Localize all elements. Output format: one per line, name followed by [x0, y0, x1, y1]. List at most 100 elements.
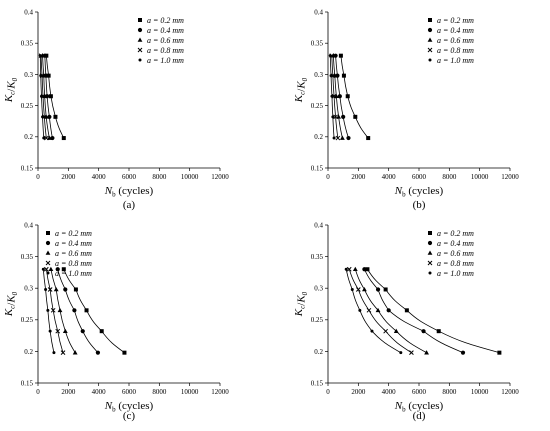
data-point-circle [47, 114, 52, 119]
data-point-dot [370, 329, 374, 333]
legend-entry: a = 0.6 mm [55, 249, 92, 258]
x-tick-label: 10000 [471, 173, 489, 181]
series-curve-3 [50, 269, 76, 353]
y-tick-label: 0.25 [311, 316, 324, 324]
data-point-dot [331, 115, 335, 119]
y-tick-label: 0.25 [21, 102, 34, 110]
legend-entry: a = 0.4 mm [437, 239, 474, 248]
legend-entry: a = 0.2 mm [55, 229, 92, 238]
legend-marker-square [46, 231, 50, 235]
x-tick-label: 8000 [442, 173, 457, 181]
panel-label: (c) [123, 410, 136, 422]
data-point-triangle [336, 114, 342, 119]
x-tick-label: 0 [326, 388, 330, 396]
data-point-square [53, 114, 58, 119]
y-axis-label: Kc/K0 [293, 291, 309, 317]
y-tick-label: 0.3 [24, 285, 33, 293]
data-point-dot [332, 136, 336, 140]
x-tick-label: 6000 [412, 173, 427, 181]
data-point-dot [48, 329, 52, 333]
y-tick-label: 0.3 [314, 71, 323, 79]
data-point-triangle [48, 266, 54, 272]
legend-marker-triangle [137, 37, 143, 42]
data-point-dot [38, 54, 42, 58]
x-tick-label: 4000 [92, 173, 107, 181]
data-point-cross [43, 266, 49, 272]
x-tick-label: 10000 [471, 388, 489, 396]
legend-entry: a = 0.2 mm [437, 16, 474, 25]
data-point-triangle [352, 266, 358, 272]
y-tick-label: 0.25 [311, 102, 324, 110]
legend-entry: a = 0.6 mm [147, 36, 184, 45]
data-point-triangle [62, 328, 68, 333]
data-point-triangle [375, 307, 381, 313]
legend-entry: a = 1.0 mm [147, 56, 184, 65]
data-point-square [46, 73, 51, 78]
data-point-dot [42, 136, 46, 140]
x-tick-label: 10000 [181, 173, 199, 181]
data-point-square [99, 329, 104, 334]
data-point-circle [346, 135, 351, 141]
y-tick-label: 0.35 [21, 253, 34, 261]
data-point-square [338, 53, 343, 58]
legend-marker-square [138, 18, 142, 22]
y-tick-label: 0.3 [24, 71, 33, 79]
y-tick-label: 0.3 [314, 285, 323, 293]
data-point-circle [460, 350, 466, 355]
data-point-dot [41, 115, 45, 119]
x-tick-label: 0 [36, 388, 40, 396]
data-point-cross [333, 114, 338, 120]
data-point-circle [72, 308, 77, 313]
x-tick-label: 0 [36, 173, 40, 181]
data-point-square [436, 329, 441, 334]
x-tick-label: 2000 [351, 173, 366, 181]
data-point-circle [50, 135, 55, 141]
data-point-circle [63, 287, 68, 292]
data-point-square [366, 136, 371, 141]
x-axis-label: Nb (cycles) [394, 400, 444, 414]
x-tick-label: 12000 [501, 388, 519, 396]
data-point-square [73, 287, 78, 292]
panel-label: (a) [123, 199, 136, 211]
x-tick-label: 4000 [382, 388, 397, 396]
data-point-dot [52, 351, 56, 355]
x-tick-label: 6000 [122, 388, 137, 396]
data-point-square [353, 114, 358, 119]
legend-entry: a = 0.6 mm [437, 249, 474, 258]
data-point-cross [335, 135, 341, 141]
x-tick-label: 2000 [61, 388, 76, 396]
data-point-dot [350, 287, 354, 291]
x-tick-label: 8000 [152, 173, 167, 181]
legend-entry: a = 0.6 mm [437, 36, 474, 45]
legend-marker-circle [137, 27, 143, 33]
legend-marker-circle [45, 240, 51, 246]
data-point-cross [43, 135, 49, 141]
data-point-square [61, 136, 66, 141]
data-point-square [345, 94, 350, 99]
legend-marker-dot [428, 271, 432, 275]
data-point-triangle [46, 135, 52, 140]
data-point-circle [386, 308, 391, 313]
data-point-triangle [362, 286, 367, 292]
y-axis-label: Kc/K0 [3, 77, 19, 103]
legend-entry: a = 0.4 mm [147, 26, 184, 35]
legend-marker-triangle [427, 37, 433, 42]
legend-entry: a = 0.2 mm [437, 229, 474, 238]
legend-entry: a = 0.8 mm [437, 46, 474, 55]
data-point-cross [60, 350, 66, 356]
x-axis-label: Nb (cycles) [394, 185, 444, 199]
data-point-square [84, 308, 89, 313]
data-point-dot [358, 308, 362, 312]
y-axis-label: Kc/K0 [293, 77, 309, 103]
data-point-cross [331, 93, 337, 99]
y-tick-label: 0.2 [314, 133, 323, 141]
data-point-triangle [393, 328, 399, 333]
data-point-cross [366, 307, 372, 313]
data-point-circle [337, 94, 342, 99]
data-point-circle [421, 329, 426, 334]
x-axis-label: Nb (cycles) [104, 185, 154, 199]
y-tick-label: 0.35 [21, 40, 34, 48]
legend-marker-square [428, 231, 432, 235]
y-axis-label: Kc/K0 [3, 291, 19, 317]
data-point-square [365, 267, 370, 272]
